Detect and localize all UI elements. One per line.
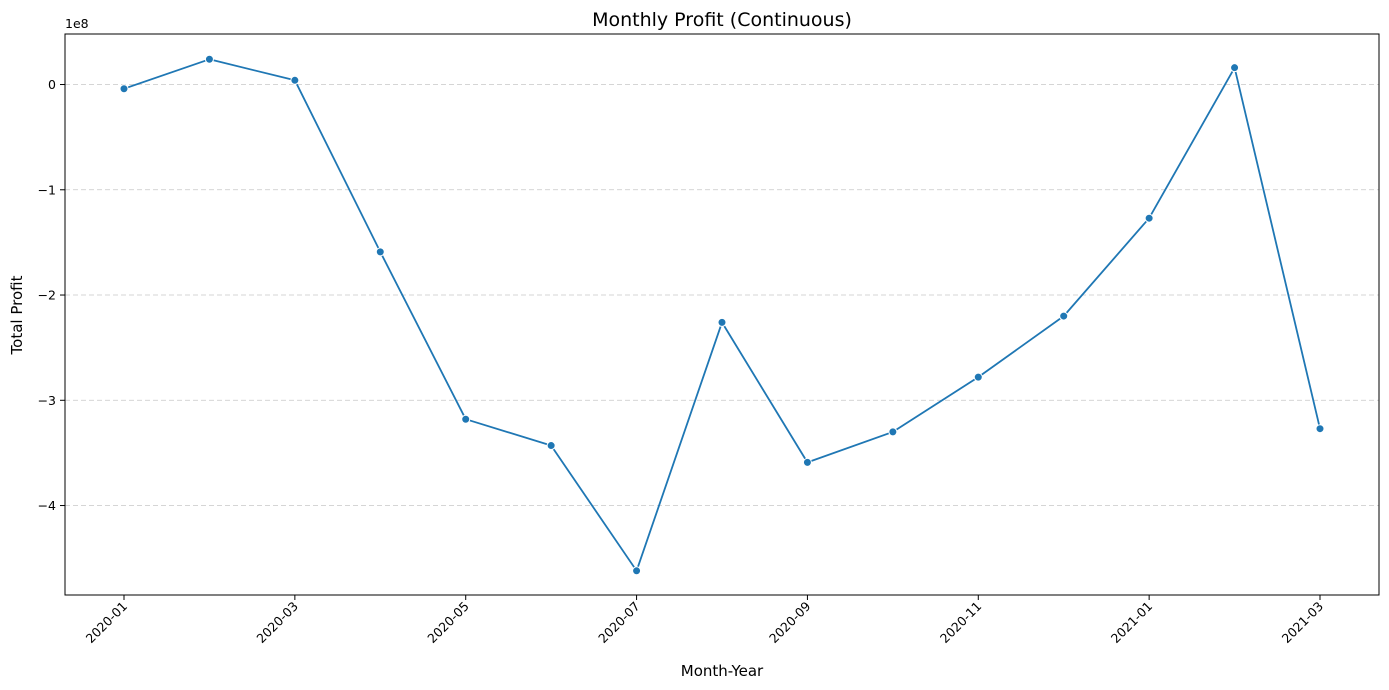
x-axis: 2020-01 2020-03 2020-05 2020-07 2020-09 2020-…: [83, 595, 1327, 647]
y-tick-label: −4: [38, 498, 56, 513]
data-point: [1059, 311, 1069, 321]
data-point: [632, 566, 642, 576]
x-tick-label: 2020-07: [595, 599, 643, 647]
y-offset-label: 1e8: [65, 16, 89, 31]
data-point: [461, 414, 471, 424]
x-tick-label: 2020-11: [937, 599, 985, 647]
data-point: [204, 54, 214, 64]
data-point: [973, 372, 983, 382]
y-tick-label: −2: [38, 288, 56, 303]
y-tick-label: 0: [48, 77, 56, 92]
x-tick-label: 2020-09: [766, 598, 814, 646]
data-points-layer: [119, 54, 1325, 576]
data-point: [802, 457, 812, 467]
grid-lines: [65, 84, 1379, 506]
data-point: [119, 84, 129, 94]
plot-frame: [64, 33, 1380, 596]
x-tick-label: 2020-03: [253, 599, 301, 647]
data-point: [375, 247, 385, 257]
y-tick-label: −1: [38, 182, 56, 197]
x-axis-label: Month-Year: [681, 662, 764, 680]
x-tick-label: 2020-01: [83, 599, 131, 647]
x-tick-label: 2021-01: [1108, 599, 1156, 647]
data-point: [1144, 213, 1154, 223]
y-tick-label: −3: [38, 393, 56, 408]
data-point: [290, 75, 300, 85]
series-line: [123, 58, 1321, 572]
data-point: [546, 441, 556, 451]
data-line-layer: [123, 58, 1321, 572]
x-tick-label: 2020-05: [424, 599, 472, 647]
data-point: [1315, 424, 1325, 434]
x-tick-label: 2021-03: [1279, 599, 1327, 647]
data-point: [717, 317, 727, 327]
data-point: [888, 427, 898, 437]
chart-title: Monthly Profit (Continuous): [592, 9, 852, 31]
data-point: [1230, 63, 1240, 73]
y-axis-label: Total Profit: [8, 275, 26, 355]
y-axis: 0 −1 −2 −3 −4: [38, 77, 65, 513]
